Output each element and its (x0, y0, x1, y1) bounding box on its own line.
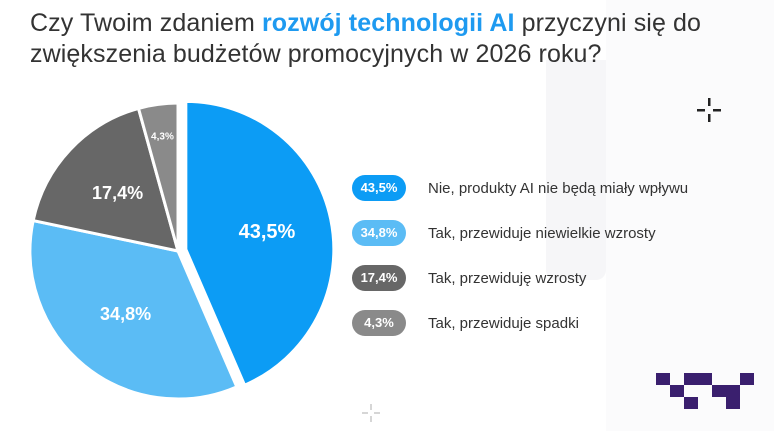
background-panel (606, 0, 774, 431)
legend-value-badge: 43,5% (352, 175, 406, 201)
plus-icon-small (362, 404, 380, 422)
page-title: Czy Twoim zdaniem rozwój technologii AI … (30, 8, 750, 70)
slice-value-label: 43,5% (239, 221, 296, 243)
pie-slice (31, 106, 181, 253)
slice-value-label: 34,8% (100, 304, 151, 324)
slice-value-label: 4,3% (151, 131, 174, 142)
slice-value-label: 17,4% (92, 183, 143, 203)
pie-slice (184, 99, 336, 388)
legend-item: 4,3% Tak, przewiduje spadki (352, 310, 579, 340)
pie-slice (28, 218, 239, 401)
legend-label: Nie, produkty AI nie będą miały wpływu (428, 179, 689, 197)
title-text-end: przyczyni się do zwiększenia budżetów pr… (30, 9, 702, 68)
pie-slice (136, 101, 180, 252)
title-highlight: rozwój technologii AI (261, 9, 515, 37)
background-accent (546, 60, 606, 280)
legend-item: 43,5% Nie, produkty AI nie będą miały wpł… (352, 175, 688, 205)
legend-item: 17,4% Tak, przewiduję wzrosty (352, 265, 586, 295)
legend-item: 34,8% Tak, przewiduje niewielkie wzrosty (352, 220, 656, 250)
legend-value-badge: 34,8% (352, 220, 406, 246)
logo-mark (656, 373, 754, 409)
legend-label: Tak, przewiduję wzrosty (428, 269, 587, 287)
title-text-start: Czy Twoim zdaniem (30, 9, 262, 37)
legend-value-badge: 4,3% (352, 310, 406, 336)
legend-value-badge: 17,4% (352, 265, 406, 291)
legend-label: Tak, przewiduje spadki (428, 314, 579, 332)
plus-icon (697, 98, 721, 122)
legend-label: Tak, przewiduje niewielkie wzrosty (428, 224, 656, 242)
